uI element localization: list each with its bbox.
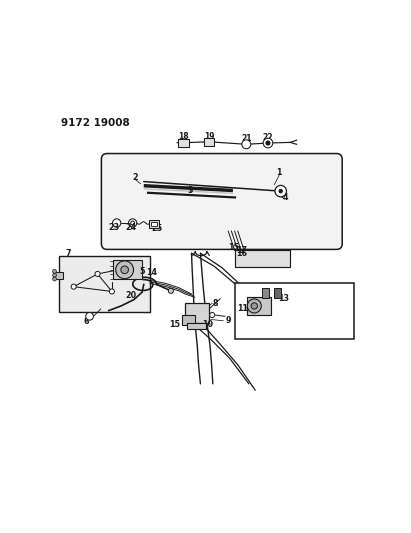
Bar: [149, 220, 159, 228]
Bar: [235, 250, 290, 266]
Circle shape: [210, 312, 215, 318]
Text: 10: 10: [202, 320, 213, 329]
Text: 12: 12: [258, 299, 269, 308]
Circle shape: [71, 284, 76, 289]
Text: 9: 9: [225, 316, 231, 325]
Circle shape: [95, 271, 100, 277]
Circle shape: [168, 288, 173, 293]
Text: 15: 15: [169, 320, 180, 329]
Text: 17: 17: [236, 246, 247, 255]
Text: 8: 8: [212, 299, 218, 308]
Text: 4: 4: [283, 193, 288, 202]
Circle shape: [131, 221, 134, 225]
Text: 1: 1: [276, 168, 282, 177]
Bar: [187, 324, 206, 329]
Bar: [185, 303, 209, 324]
Bar: [151, 222, 157, 226]
FancyBboxPatch shape: [102, 154, 342, 249]
Bar: [262, 288, 269, 298]
Circle shape: [121, 266, 129, 273]
Text: 11: 11: [237, 303, 248, 312]
Text: 25: 25: [151, 224, 162, 233]
Circle shape: [116, 261, 134, 279]
Text: 9172 19008: 9172 19008: [61, 118, 130, 128]
Circle shape: [266, 141, 270, 146]
Text: 14: 14: [146, 269, 157, 278]
Text: 3: 3: [187, 186, 193, 195]
Text: 15: 15: [228, 243, 239, 252]
Text: 7: 7: [65, 249, 71, 259]
Text: 5: 5: [139, 267, 145, 276]
Text: 2: 2: [132, 173, 138, 182]
Bar: [275, 288, 282, 298]
Circle shape: [263, 138, 273, 148]
Text: 13: 13: [278, 294, 289, 303]
Bar: [53, 272, 62, 279]
Bar: [204, 138, 214, 146]
Circle shape: [251, 303, 257, 309]
Circle shape: [275, 185, 286, 197]
Circle shape: [53, 273, 56, 277]
Bar: [247, 297, 271, 314]
Circle shape: [129, 219, 137, 227]
Circle shape: [86, 312, 93, 320]
Text: 24: 24: [125, 223, 136, 232]
Circle shape: [242, 140, 251, 149]
Circle shape: [279, 189, 283, 193]
Text: 16: 16: [236, 249, 247, 259]
Text: 22: 22: [263, 133, 273, 142]
Circle shape: [53, 270, 56, 273]
Circle shape: [113, 219, 121, 227]
Bar: [235, 284, 354, 339]
Circle shape: [247, 299, 261, 313]
Text: 19: 19: [204, 132, 214, 141]
Text: 18: 18: [178, 133, 189, 141]
Bar: [178, 139, 189, 147]
Circle shape: [109, 289, 114, 294]
Text: 6: 6: [84, 317, 89, 326]
Bar: [59, 256, 150, 311]
Circle shape: [53, 277, 56, 281]
Text: 23: 23: [108, 223, 119, 232]
Text: 20: 20: [125, 291, 136, 300]
Bar: [182, 316, 195, 325]
Bar: [113, 260, 142, 279]
Text: 21: 21: [241, 134, 252, 143]
